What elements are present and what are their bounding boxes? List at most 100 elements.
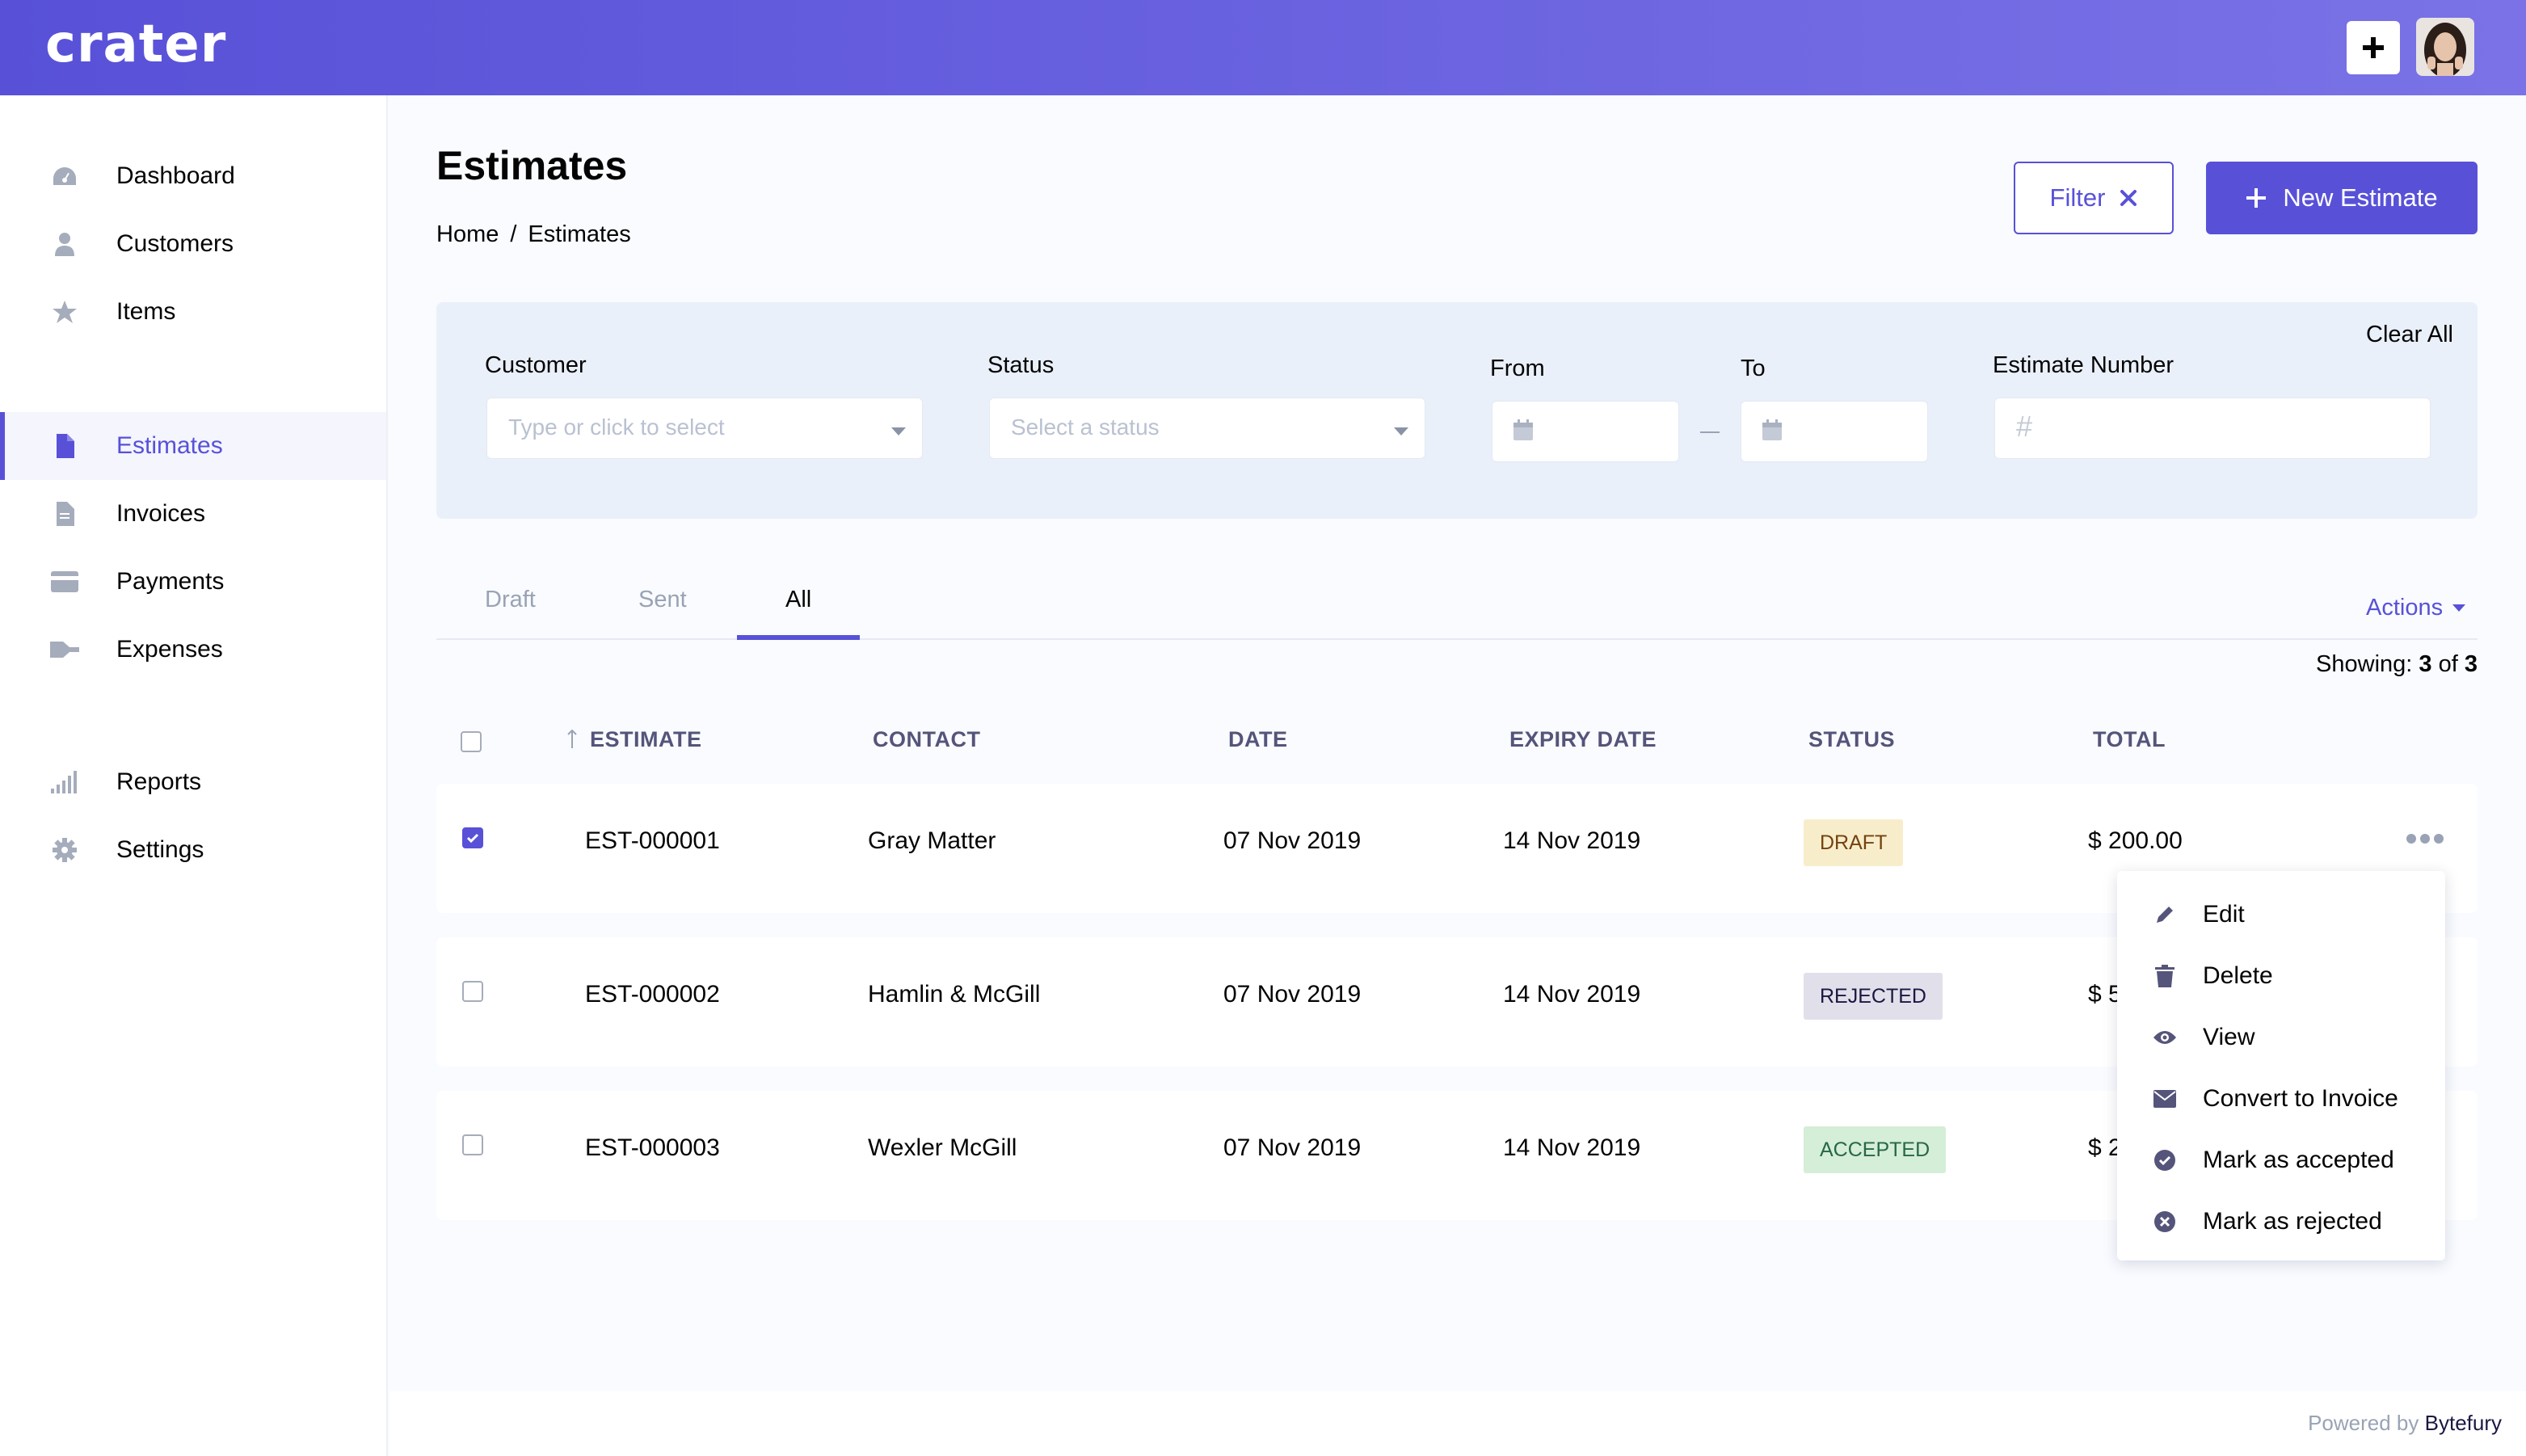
row-checkbox[interactable] — [462, 827, 483, 848]
showing-of: of — [2438, 651, 2458, 677]
page-title: Estimates — [436, 143, 628, 188]
estimate-number-input[interactable]: # — [1994, 398, 2431, 459]
clear-all-link[interactable]: Clear All — [2366, 322, 2453, 347]
sidebar-item-expenses[interactable]: Expenses — [0, 616, 386, 684]
sidebar-item-label: Dashboard — [116, 162, 235, 189]
app-logo[interactable]: crater — [45, 15, 227, 74]
sidebar-item-label: Settings — [116, 836, 204, 863]
filter-button[interactable]: Filter — [2014, 162, 2174, 234]
sidebar-item-invoices[interactable]: Invoices — [0, 480, 386, 548]
close-icon — [2120, 190, 2137, 206]
from-label: From — [1490, 356, 1545, 381]
contact-name: Wexler McGill — [868, 1134, 1017, 1161]
footer: Powered by Bytefury — [389, 1391, 2526, 1456]
estimate-number-label: Estimate Number — [1993, 352, 2174, 378]
hash-icon: # — [2016, 410, 2033, 443]
file-icon — [50, 431, 79, 461]
chevron-down-icon — [2452, 604, 2466, 612]
filter-panel: Clear All Customer Type or click to sele… — [436, 302, 2478, 519]
sidebar-item-label: Items — [116, 298, 176, 325]
plus-icon — [2363, 37, 2384, 58]
menu-item-view[interactable]: View — [2117, 1007, 2445, 1068]
dashboard-icon — [50, 162, 79, 191]
menu-item-convert-to-invoice[interactable]: Convert to Invoice — [2117, 1068, 2445, 1130]
status-label: Status — [987, 352, 1055, 378]
showing-total: 3 — [2464, 651, 2478, 677]
sidebar-item-items[interactable]: Items — [0, 278, 386, 346]
sort-arrow-icon[interactable] — [567, 729, 577, 748]
breadcrumb-current: Estimates — [528, 221, 631, 247]
menu-item-label: View — [2203, 1024, 2255, 1050]
sidebar-item-reports[interactable]: Reports — [0, 748, 386, 816]
estimate-number[interactable]: EST-000002 — [585, 981, 720, 1008]
brand-link[interactable]: Bytefury — [2424, 1411, 2502, 1435]
estimate-date: 07 Nov 2019 — [1223, 1134, 1362, 1161]
row-checkbox[interactable] — [462, 1134, 483, 1155]
menu-item-delete[interactable]: Delete — [2117, 945, 2445, 1007]
new-estimate-button[interactable]: New Estimate — [2206, 162, 2478, 234]
status-select[interactable]: Select a status — [989, 398, 1425, 459]
from-date-input[interactable] — [1492, 401, 1679, 462]
customer-select[interactable]: Type or click to select — [486, 398, 923, 459]
menu-item-mark-rejected[interactable]: Mark as rejected — [2117, 1191, 2445, 1252]
menu-item-edit[interactable]: Edit — [2117, 884, 2445, 945]
signal-icon — [50, 768, 79, 797]
expiry-date: 14 Nov 2019 — [1503, 1134, 1641, 1161]
estimate-date: 07 Nov 2019 — [1223, 981, 1362, 1008]
estimate-total: $ 200.00 — [2088, 827, 2183, 854]
row-checkbox[interactable] — [462, 981, 483, 1002]
to-label: To — [1741, 356, 1766, 381]
star-icon — [50, 297, 79, 326]
showing-count: Showing: 3 of 3 — [2316, 651, 2478, 678]
customer-label: Customer — [485, 352, 587, 378]
file-icon — [50, 499, 79, 528]
chevron-down-icon — [891, 427, 906, 436]
estimate-number[interactable]: EST-000001 — [585, 827, 720, 854]
column-header-estimate[interactable]: ESTIMATE — [590, 727, 702, 751]
powered-by-label: Powered by — [2308, 1411, 2419, 1435]
breadcrumb-separator: / — [510, 221, 517, 247]
tab-draft[interactable]: Draft — [485, 587, 536, 612]
actions-dropdown[interactable]: Actions — [2366, 595, 2466, 621]
tab-sent[interactable]: Sent — [638, 587, 687, 612]
showing-prefix: Showing: — [2316, 651, 2413, 677]
showing-shown: 3 — [2419, 651, 2432, 677]
sidebar-item-dashboard[interactable]: Dashboard — [0, 142, 386, 210]
menu-item-label: Edit — [2203, 901, 2245, 928]
status-placeholder: Select a status — [1011, 414, 1160, 440]
add-new-button[interactable] — [2347, 21, 2400, 74]
sidebar-item-settings[interactable]: Settings — [0, 816, 386, 884]
menu-item-label: Mark as accepted — [2203, 1147, 2394, 1173]
estimate-total: $ 2 — [2088, 1134, 2122, 1161]
row-actions-menu-icon[interactable] — [2406, 834, 2444, 844]
key-icon — [50, 635, 79, 664]
check-icon — [466, 833, 479, 844]
to-date-input[interactable] — [1741, 401, 1928, 462]
sidebar-item-estimates[interactable]: Estimates — [0, 412, 386, 480]
select-all-checkbox[interactable] — [461, 731, 482, 752]
calendar-icon — [1513, 419, 1533, 440]
sidebar-item-payments[interactable]: Payments — [0, 548, 386, 616]
column-header-total[interactable]: TOTAL — [2093, 727, 2166, 751]
estimate-number[interactable]: EST-000003 — [585, 1134, 720, 1161]
column-header-contact[interactable]: CONTACT — [873, 727, 981, 751]
sidebar-item-customers[interactable]: Customers — [0, 210, 386, 278]
menu-item-mark-accepted[interactable]: Mark as accepted — [2117, 1130, 2445, 1191]
top-header: crater — [0, 0, 2526, 95]
user-avatar[interactable] — [2416, 18, 2474, 76]
active-tab-indicator — [737, 635, 860, 640]
pencil-icon — [2153, 903, 2177, 927]
column-header-expiry-date[interactable]: EXPIRY DATE — [1509, 727, 1657, 751]
column-header-date[interactable]: DATE — [1228, 727, 1288, 751]
menu-item-label: Delete — [2203, 962, 2273, 989]
credit-card-icon — [50, 567, 79, 596]
breadcrumb-home[interactable]: Home — [436, 221, 499, 247]
estimate-total: $ 5 — [2088, 981, 2122, 1008]
tab-all[interactable]: All — [785, 587, 812, 612]
estimate-date: 07 Nov 2019 — [1223, 827, 1362, 854]
column-header-status[interactable]: STATUS — [1808, 727, 1895, 751]
eye-icon — [2153, 1025, 2177, 1050]
status-badge: ACCEPTED — [1804, 1126, 1947, 1173]
contact-name: Gray Matter — [868, 827, 996, 854]
sidebar-item-label: Invoices — [116, 500, 206, 527]
